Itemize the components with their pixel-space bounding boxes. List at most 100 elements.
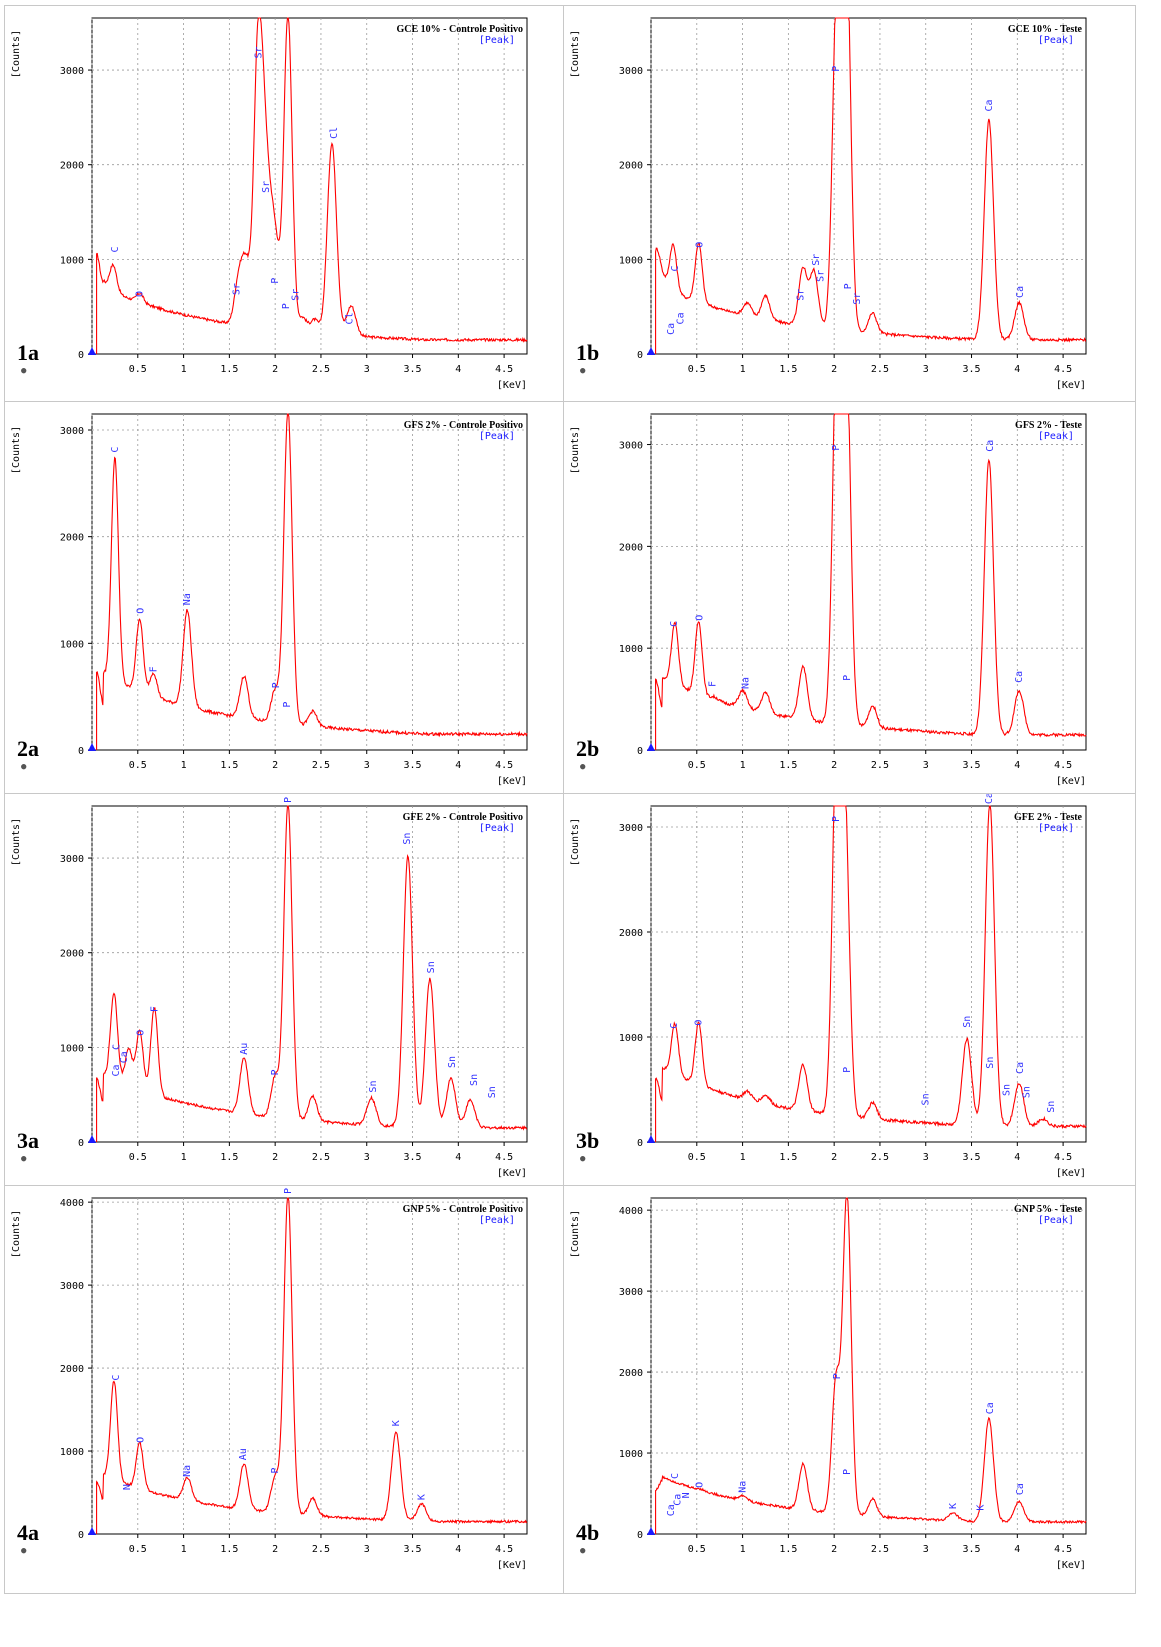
x-tick-label: 4.5	[495, 1152, 513, 1163]
element-label: Sn	[402, 833, 413, 845]
element-label: Ca	[1015, 1483, 1026, 1495]
marker-dot-icon: ●	[21, 1546, 27, 1556]
x-tick-label: 1.5	[779, 1544, 797, 1555]
x-tick-label: 3.5	[962, 760, 980, 771]
spectrum-panel-1a: 0 1000 2000 3000 0.5 1 1.5 2 2.5 3 3.5 4 4.5 [Counts]…	[4, 5, 577, 414]
x-tick-label: 4	[1014, 364, 1020, 375]
x-tick-label: 2	[831, 1152, 837, 1163]
element-label: P	[283, 797, 294, 803]
x-tick-label: 0.5	[688, 364, 706, 375]
x-tick-label: 1	[740, 1544, 746, 1555]
element-label: Sr	[261, 181, 272, 193]
spectrum-chart-1a: 0 1000 2000 3000 0.5 1 1.5 2 2.5 3 3.5 4 4.5 [Counts]…	[11, 17, 528, 391]
element-label: C	[670, 1473, 681, 1479]
element-label: Ca	[984, 99, 995, 111]
x-tick-label: 4	[1014, 1544, 1020, 1555]
origin-marker-icon	[647, 1527, 655, 1535]
x-tick-label: 2.5	[871, 1544, 889, 1555]
element-label: Au	[239, 1043, 250, 1055]
y-tick-label: 2000	[619, 542, 643, 553]
spectrum-chart-1b: 0 1000 2000 3000 0.5 1 1.5 2 2.5 3 3.5 4 4.5 [Counts]…	[570, 17, 1087, 391]
x-tick-label: 1.5	[220, 364, 238, 375]
x-tick-label: 2	[272, 1152, 278, 1163]
y-tick-label: 1000	[619, 644, 643, 655]
y-axis-label: [Counts]	[570, 818, 581, 866]
x-tick-label: 3	[364, 1152, 370, 1163]
y-tick-label: 4000	[619, 1206, 643, 1217]
element-label: K	[391, 1420, 402, 1426]
element-label: Ca	[111, 1064, 122, 1076]
element-label: F	[148, 666, 159, 672]
x-tick-label: 2.5	[312, 1152, 330, 1163]
x-axis-unit: [KeV]	[497, 776, 527, 787]
panel-label: 2a	[17, 736, 39, 761]
spectrum-panel-1b: 0 1000 2000 3000 0.5 1 1.5 2 2.5 3 3.5 4 4.5 [Counts]…	[563, 5, 1136, 414]
panel-label: 1b	[576, 340, 600, 365]
y-tick-label: 3000	[60, 66, 84, 77]
origin-marker-icon	[88, 1527, 96, 1535]
x-tick-label: 2	[272, 760, 278, 771]
x-tick-label: 2.5	[871, 760, 889, 771]
x-tick-label: 2	[272, 1544, 278, 1555]
x-tick-label: 4.5	[1054, 1544, 1072, 1555]
element-label: Ca	[1015, 1062, 1026, 1074]
y-tick-label: 0	[78, 350, 84, 361]
element-label: Ca	[985, 440, 996, 452]
element-label: Ca	[119, 1051, 130, 1063]
element-label: Ca	[1015, 286, 1026, 298]
x-tick-label: 3	[923, 364, 929, 375]
element-label: P	[842, 1067, 853, 1073]
element-label: Ca	[984, 794, 995, 804]
x-tick-label: 4	[455, 760, 461, 771]
panel-subtitle: [Peak]	[479, 35, 515, 46]
x-tick-label: 0.5	[129, 760, 147, 771]
element-label: P	[832, 1373, 843, 1379]
y-tick-label: 0	[637, 1530, 643, 1541]
y-axis-label: [Counts]	[570, 1210, 581, 1258]
y-tick-label: 3000	[60, 854, 84, 865]
element-label: K	[948, 1503, 959, 1509]
element-label: C	[112, 1044, 123, 1050]
panel-label: 2b	[576, 736, 600, 761]
element-label: K	[976, 1505, 987, 1511]
origin-marker-icon	[88, 743, 96, 751]
element-label: C	[110, 246, 121, 252]
spectrum-panel-3b: 0 1000 2000 3000 0.5 1 1.5 2 2.5 3 3.5 4 4.5 [Counts]…	[563, 793, 1136, 1202]
y-tick-label: 2000	[619, 161, 643, 172]
panel-subtitle: [Peak]	[1038, 431, 1074, 442]
spectrum-line	[655, 1197, 1087, 1534]
element-label: Sr	[795, 289, 806, 301]
spectrum-panel-4a: 0 1000 2000 3000 4000 0.5 1 1.5 2 2.5 3 3.5 4 4.5 [Cou…	[4, 1185, 577, 1594]
x-tick-label: 1.5	[779, 760, 797, 771]
x-tick-label: 4	[455, 1544, 461, 1555]
x-tick-label: 4.5	[1054, 364, 1072, 375]
x-tick-label: 4	[1014, 1152, 1020, 1163]
element-label: Na	[182, 1465, 193, 1477]
y-tick-label: 4000	[60, 1198, 84, 1209]
y-axis-label: [Counts]	[570, 30, 581, 78]
element-label: Sn	[447, 1056, 458, 1068]
element-label: P	[842, 1469, 853, 1475]
panel-subtitle: [Peak]	[1038, 823, 1074, 834]
origin-marker-icon	[647, 1135, 655, 1143]
element-label: P	[270, 278, 281, 284]
spectrum-line	[96, 17, 528, 354]
y-tick-label: 3000	[619, 66, 643, 77]
marker-dot-icon: ●	[580, 1546, 586, 1556]
marker-dot-icon: ●	[580, 1154, 586, 1164]
spectrum-chart-2a: 0 1000 2000 3000 0.5 1 1.5 2 2.5 3 3.5 4 4.5 [Counts]…	[11, 413, 528, 787]
element-label: P	[283, 1188, 294, 1194]
x-tick-label: 3.5	[962, 1152, 980, 1163]
element-label: O	[136, 1437, 147, 1443]
x-tick-label: 2	[831, 1544, 837, 1555]
spectrum-chart-4b: 0 1000 2000 3000 4000 0.5 1 1.5 2 2.5 3 3.5 4 4.5 [Cou…	[570, 1197, 1087, 1571]
x-tick-label: 3	[923, 760, 929, 771]
x-tick-label: 1	[181, 364, 187, 375]
element-label: P	[270, 1468, 281, 1474]
x-tick-label: 3	[364, 364, 370, 375]
x-tick-label: 4.5	[495, 760, 513, 771]
spectrum-line	[655, 17, 1087, 354]
y-axis-label: [Counts]	[11, 818, 22, 866]
x-tick-label: 4.5	[495, 1544, 513, 1555]
panel-label: 4b	[576, 1520, 600, 1545]
